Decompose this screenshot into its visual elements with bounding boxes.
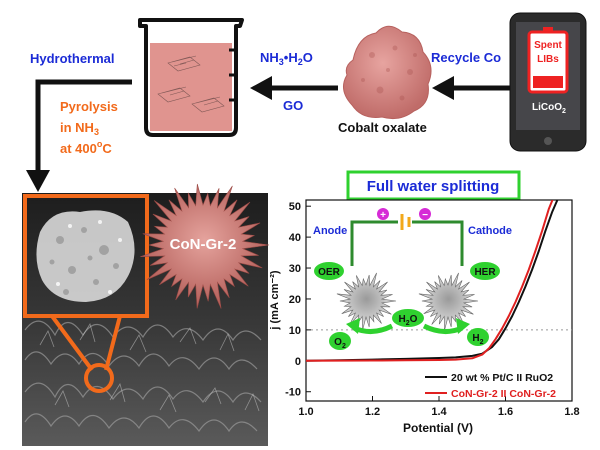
recycle-label: Recycle Co <box>431 50 501 65</box>
phone-icon: Spent LIBs LiCoO2 <box>509 12 587 152</box>
her-badge <box>470 262 500 280</box>
h2o-label: H2O <box>399 314 418 327</box>
reagent-arrow: NH3•H2O GO <box>250 50 338 113</box>
licoo2-label: LiCoO2 <box>532 102 566 115</box>
sem-sample-label: CoN-Gr-2 <box>170 236 237 253</box>
recycle-arrow: Recycle Co <box>431 50 512 100</box>
x-tick-label: 1.8 <box>564 406 579 418</box>
y-tick-label: 50 <box>289 201 301 213</box>
x-tick-label: 1.0 <box>298 406 313 418</box>
y-axis-label: j (mA cm⁻²) <box>269 270 281 331</box>
pyrolysis-line-2: in NH3 <box>60 120 99 137</box>
electrolysis-inset: + − Anode Cathode OER HER H2O O2 H2 <box>313 208 512 350</box>
oer-label: OER <box>318 267 340 278</box>
o2-badge <box>329 332 351 350</box>
series-line-1 <box>306 200 559 362</box>
pyrolysis-line-3: at 400oC <box>60 139 112 156</box>
chart-title-box: Full water splitting <box>346 170 521 201</box>
phone-text-spent: Spent <box>534 40 562 51</box>
x-tick-label: 1.4 <box>431 406 447 418</box>
x-axis-label: Potential (V) <box>403 421 473 435</box>
series-line-2 <box>306 200 554 362</box>
legend: 20 wt % Pt/C II RuO2 CoN-Gr-2 II CoN-Gr-… <box>425 372 556 400</box>
svg-text:−: − <box>422 210 428 221</box>
plus-terminal <box>377 208 389 220</box>
x-tick-label: 1.6 <box>498 406 513 418</box>
x-axis: 1.0 1.2 1.4 1.6 1.8 <box>298 396 580 418</box>
anode-particle-icon <box>336 272 397 331</box>
nh3-h2o-label: NH3•H2O <box>260 50 313 67</box>
process-arrow-down <box>26 79 132 192</box>
cathode-particle-icon <box>418 272 479 331</box>
o2-label: O2 <box>334 337 346 350</box>
anode-label: Anode <box>313 225 347 237</box>
x-tick-label: 1.2 <box>365 406 380 418</box>
y-tick-label: -10 <box>285 387 301 399</box>
y-axis: -10 0 10 20 30 40 50 <box>285 201 311 399</box>
svg-text:+: + <box>380 210 386 221</box>
polarization-chart: -10 0 10 20 30 40 50 1.0 1.2 1.4 1.6 1.8 Potential… <box>269 199 580 435</box>
beaker-icon <box>138 18 244 137</box>
h2-label: H2 <box>472 333 483 346</box>
y-tick-label: 30 <box>289 263 301 275</box>
spiky-particle-icon <box>140 183 270 309</box>
h2o-badge <box>392 309 424 327</box>
hydrothermal-label: Hydrothermal <box>30 51 115 66</box>
y-tick-label: 10 <box>289 325 301 337</box>
minus-terminal <box>419 208 431 220</box>
cathode-label: Cathode <box>468 225 512 237</box>
phone-text-libs: LIBs <box>537 54 559 65</box>
chart-title: Full water splitting <box>367 178 500 195</box>
sem-image: CoN-Gr-2 <box>22 183 270 446</box>
pyrolysis-line-1: Pyrolysis <box>60 99 118 114</box>
series-lines <box>306 200 559 362</box>
y-tick-label: 20 <box>289 294 301 306</box>
y-tick-label: 0 <box>295 356 301 368</box>
cobalt-oxalate-label: Cobalt oxalate <box>338 120 427 135</box>
y-tick-label: 40 <box>289 232 301 244</box>
her-label: HER <box>474 267 496 278</box>
oer-badge <box>314 262 344 280</box>
pyrolysis-label: Pyrolysis in NH3 at 400oC <box>60 99 118 156</box>
legend-label-series-1: 20 wt % Pt/C II RuO2 <box>451 372 553 384</box>
zoom-circle <box>84 363 114 393</box>
go-label: GO <box>283 98 303 113</box>
legend-label-series-2: CoN-Gr-2 II CoN-Gr-2 <box>451 388 556 400</box>
h2-badge <box>467 328 489 346</box>
battery-icon <box>527 27 569 94</box>
cobalt-oxalate-particle: Cobalt oxalate <box>338 25 432 135</box>
